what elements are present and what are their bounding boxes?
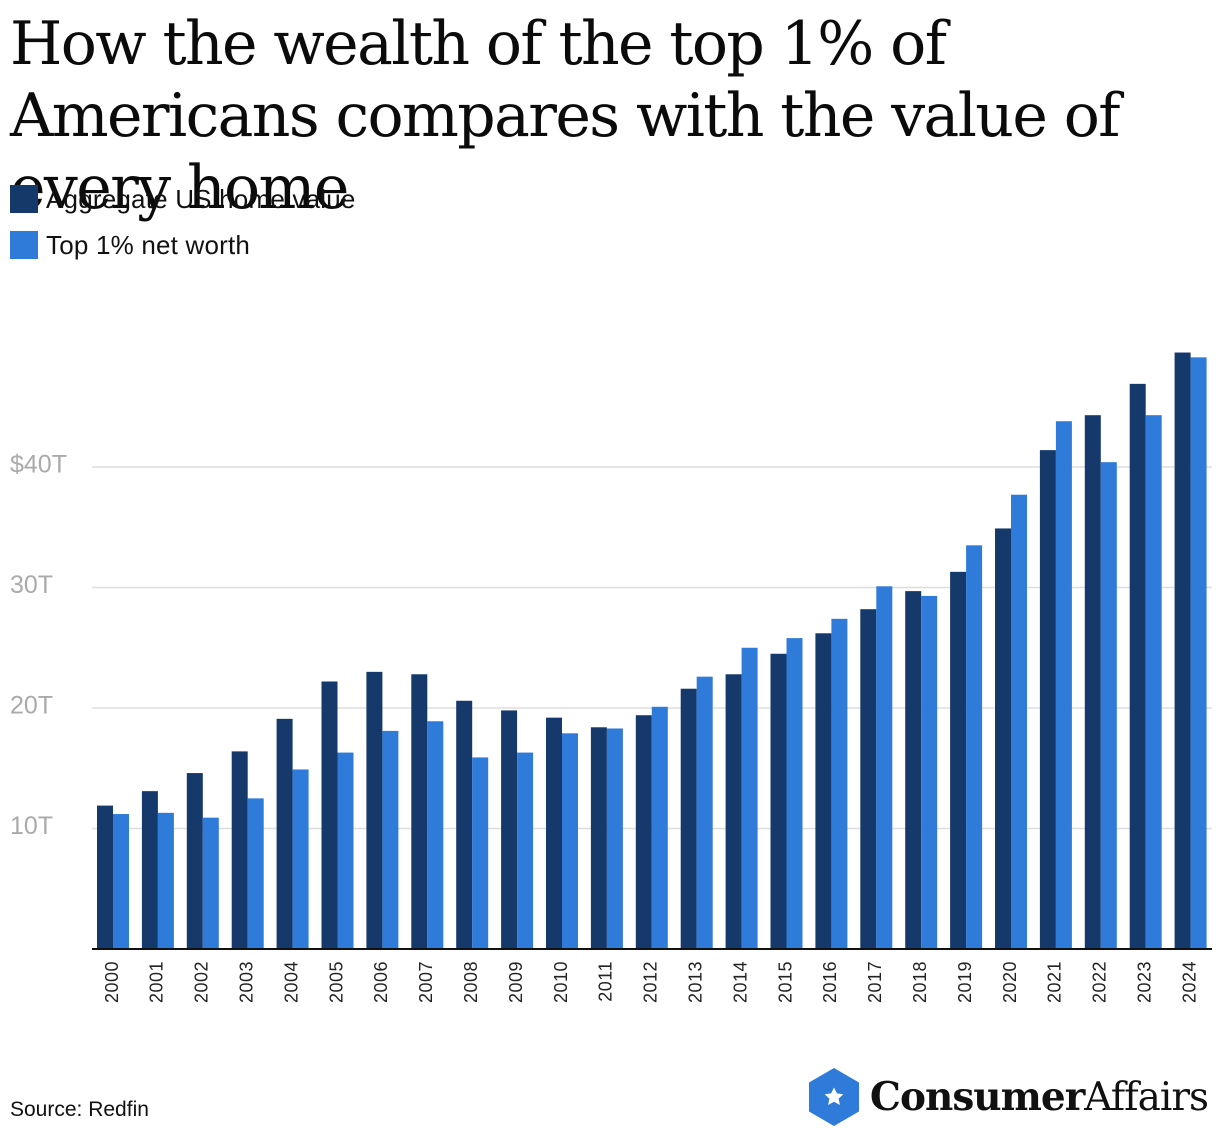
bar-top-1-net-worth-2019 bbox=[966, 545, 983, 949]
bar-top-1-net-worth-2012 bbox=[651, 706, 668, 949]
bar-top-1-net-worth-2014 bbox=[741, 647, 758, 949]
bar-aggregate-us-home-value-2012 bbox=[635, 715, 652, 949]
x-tick-label-2013: 2013 bbox=[685, 961, 705, 1003]
bar-aggregate-us-home-value-2008 bbox=[456, 700, 473, 949]
brand-name-regular: Affairs bbox=[1084, 1075, 1209, 1120]
bar-top-1-net-worth-2013 bbox=[696, 676, 713, 949]
x-tick-label-2012: 2012 bbox=[641, 961, 661, 1003]
x-tick-label-2006: 2006 bbox=[371, 961, 391, 1003]
y-tick-label-40t: $40T bbox=[10, 451, 67, 479]
bar-aggregate-us-home-value-2006 bbox=[366, 671, 383, 949]
bar-top-1-net-worth-2010 bbox=[562, 733, 578, 949]
x-tick-label-2007: 2007 bbox=[416, 961, 436, 1003]
x-tick-label-2019: 2019 bbox=[955, 961, 975, 1003]
bar-aggregate-us-home-value-2017 bbox=[860, 609, 877, 949]
x-tick-label-2020: 2020 bbox=[1000, 961, 1020, 1003]
bar-aggregate-us-home-value-2013 bbox=[680, 688, 697, 949]
bar-aggregate-us-home-value-2001 bbox=[141, 791, 158, 949]
bar-top-1-net-worth-2015 bbox=[786, 638, 803, 949]
bar-top-1-net-worth-2001 bbox=[157, 812, 174, 949]
bar-top-1-net-worth-2020 bbox=[1011, 494, 1027, 949]
x-tick-label-2015: 2015 bbox=[775, 961, 795, 1003]
bar-aggregate-us-home-value-2009 bbox=[501, 710, 518, 949]
bar-aggregate-us-home-value-2022 bbox=[1084, 415, 1101, 949]
star-hexagon-icon bbox=[808, 1068, 859, 1126]
bar-aggregate-us-home-value-2011 bbox=[590, 727, 607, 949]
bar-aggregate-us-home-value-2005 bbox=[321, 681, 338, 949]
bar-top-1-net-worth-2011 bbox=[606, 728, 623, 949]
x-tick-label-2023: 2023 bbox=[1134, 961, 1154, 1003]
y-tick-label-20t: 20T bbox=[10, 692, 53, 720]
bar-top-1-net-worth-2000 bbox=[113, 814, 129, 949]
bar-top-1-net-worth-2005 bbox=[337, 752, 354, 949]
legend: Aggregate US home value Top 1% net worth bbox=[10, 184, 356, 276]
bar-aggregate-us-home-value-2004 bbox=[276, 718, 293, 949]
bar-top-1-net-worth-2009 bbox=[517, 752, 534, 949]
x-tick-label-2014: 2014 bbox=[730, 961, 750, 1003]
bar-chart: 10T 20T 30T $40T 2000 2001 2002 2003 2004 2005 200… bbox=[10, 352, 1212, 1003]
x-tick-label-2001: 2001 bbox=[147, 961, 167, 1003]
bar-aggregate-us-home-value-2023 bbox=[1129, 383, 1146, 950]
x-tick-label-2005: 2005 bbox=[326, 961, 346, 1003]
bar-aggregate-us-home-value-2002 bbox=[186, 773, 203, 949]
chart-title: How the wealth of the top 1% of American… bbox=[10, 9, 1120, 223]
bar-top-1-net-worth-2004 bbox=[292, 769, 309, 949]
bar-aggregate-us-home-value-2003 bbox=[231, 751, 248, 949]
bar-aggregate-us-home-value-2024 bbox=[1174, 352, 1191, 949]
x-tick-label-2021: 2021 bbox=[1045, 961, 1065, 1003]
bar-top-1-net-worth-2008 bbox=[472, 757, 489, 949]
consumeraffairs-logo: ConsumerAffairs bbox=[806, 1066, 1209, 1128]
bar-aggregate-us-home-value-2020 bbox=[995, 528, 1011, 949]
legend-label-top1: Top 1% net worth bbox=[46, 229, 251, 260]
legend-item-home-value: Aggregate US home value bbox=[10, 184, 356, 214]
bar-aggregate-us-home-value-2010 bbox=[546, 717, 562, 949]
x-tick-label-2003: 2003 bbox=[236, 961, 256, 1003]
bar-top-1-net-worth-2003 bbox=[247, 798, 264, 949]
x-tick-label-2000: 2000 bbox=[102, 961, 122, 1003]
bar-top-1-net-worth-2017 bbox=[876, 586, 893, 949]
x-tick-label-2017: 2017 bbox=[865, 961, 885, 1003]
bar-aggregate-us-home-value-2019 bbox=[950, 571, 967, 949]
x-tick-label-2018: 2018 bbox=[910, 961, 930, 1003]
source-note: Source: Redfin bbox=[10, 1098, 149, 1121]
x-tick-label-2016: 2016 bbox=[820, 961, 840, 1003]
bar-aggregate-us-home-value-2014 bbox=[725, 674, 742, 949]
legend-item-top1: Top 1% net worth bbox=[10, 230, 356, 260]
x-tick-label-2011: 2011 bbox=[596, 961, 616, 1002]
bar-top-1-net-worth-2023 bbox=[1145, 415, 1162, 949]
x-tick-label-2024: 2024 bbox=[1179, 961, 1199, 1003]
bar-top-1-net-worth-2006 bbox=[382, 730, 399, 949]
bar-top-1-net-worth-2007 bbox=[427, 721, 444, 949]
x-tick-label-2009: 2009 bbox=[506, 961, 526, 1003]
brand-name-bold: Consumer bbox=[869, 1074, 1085, 1120]
brand-name: ConsumerAffairs bbox=[869, 1074, 1209, 1120]
x-tick-label-2010: 2010 bbox=[551, 961, 571, 1003]
bar-aggregate-us-home-value-2015 bbox=[770, 653, 787, 949]
y-tick-label-30t: 30T bbox=[10, 571, 53, 599]
legend-swatch-home-value bbox=[10, 185, 38, 213]
bar-top-1-net-worth-2021 bbox=[1055, 421, 1072, 949]
bar-aggregate-us-home-value-2018 bbox=[905, 591, 922, 949]
y-tick-label-10t: 10T bbox=[10, 812, 53, 840]
legend-swatch-top1 bbox=[10, 231, 38, 259]
bar-aggregate-us-home-value-2016 bbox=[815, 633, 832, 949]
x-tick-label-2004: 2004 bbox=[281, 961, 301, 1003]
x-tick-label-2002: 2002 bbox=[192, 961, 212, 1003]
bar-top-1-net-worth-2022 bbox=[1100, 462, 1117, 949]
bar-aggregate-us-home-value-2021 bbox=[1039, 450, 1056, 949]
bar-top-1-net-worth-2016 bbox=[831, 618, 848, 949]
bar-top-1-net-worth-2002 bbox=[202, 817, 219, 949]
bar-aggregate-us-home-value-2007 bbox=[411, 674, 428, 949]
x-tick-label-2022: 2022 bbox=[1090, 961, 1110, 1003]
bar-top-1-net-worth-2018 bbox=[921, 595, 938, 949]
bar-top-1-net-worth-2024 bbox=[1190, 357, 1207, 950]
legend-label-home-value: Aggregate US home value bbox=[46, 183, 356, 214]
x-tick-label-2008: 2008 bbox=[461, 961, 481, 1003]
bar-aggregate-us-home-value-2000 bbox=[97, 805, 113, 949]
